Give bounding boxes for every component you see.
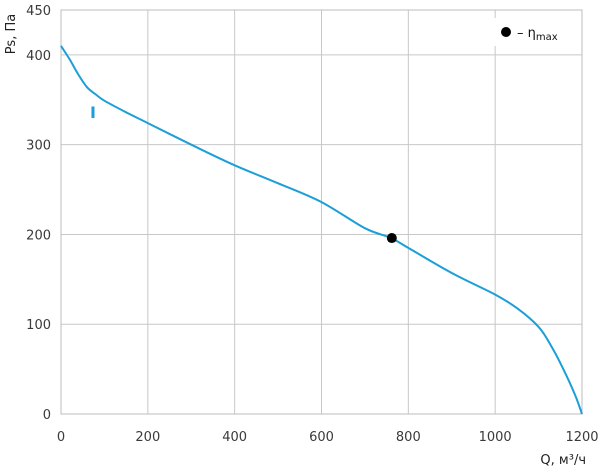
y-tick-label: 300 xyxy=(26,139,51,154)
legend-label-main: – η xyxy=(517,26,536,41)
x-tick-label: 1200 xyxy=(565,430,598,445)
x-tick-label: 200 xyxy=(135,430,160,445)
y-tick-label: 450 xyxy=(26,4,51,19)
y-tick-label: 0 xyxy=(43,408,51,423)
plot-frame xyxy=(60,9,583,415)
x-tick-label: 800 xyxy=(396,430,421,445)
eta-max-point xyxy=(386,233,397,244)
y-axis-ticks: 0 100 200 300 400 450 xyxy=(26,4,51,423)
x-tick-label: 600 xyxy=(309,430,334,445)
legend: – ηmax xyxy=(492,18,576,46)
series-layer: I xyxy=(60,45,583,415)
series-line-I xyxy=(60,45,583,415)
series-label: I xyxy=(90,103,96,122)
y-tick-label: 100 xyxy=(26,318,51,333)
legend-marker-icon xyxy=(501,27,511,37)
y-tick-label: 400 xyxy=(26,49,51,64)
x-tick-label: 0 xyxy=(57,430,65,445)
x-axis-ticks: 0 200 400 600 800 1000 1200 xyxy=(57,430,599,445)
x-tick-label: 400 xyxy=(222,430,247,445)
x-axis-title: Q, м³/ч xyxy=(540,453,586,468)
marker-layer xyxy=(386,233,397,244)
x-tick-label: 1000 xyxy=(479,430,512,445)
y-axis-title: Ps, Па xyxy=(4,14,19,54)
legend-label-sub: max xyxy=(536,32,558,43)
y-tick-label: 200 xyxy=(26,228,51,243)
legend-label: – ηmax xyxy=(517,26,558,43)
